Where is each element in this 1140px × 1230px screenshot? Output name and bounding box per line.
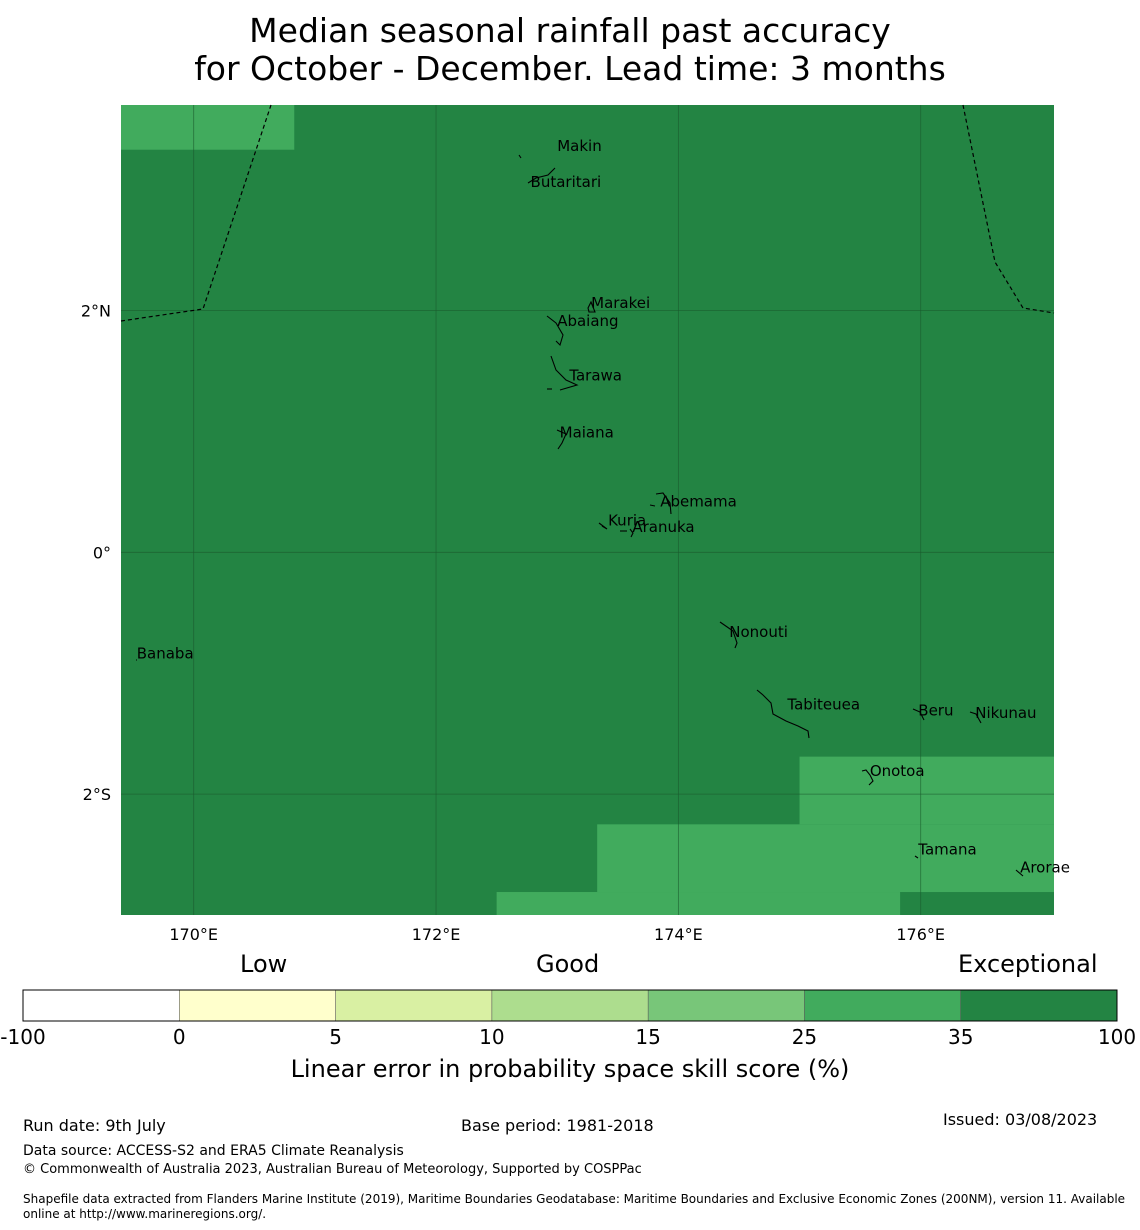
colorbar-category-good: Good [536,950,600,978]
island-label: Abaiang [557,312,618,330]
skill-cell-1 [799,756,1054,825]
lat-tick-label: 2°N [81,302,111,321]
island-coastline [756,689,810,739]
skill-cell-2 [597,824,1054,893]
island-label: Abemama [660,492,737,510]
base-period: Base period: 1981-2018 [461,1116,654,1135]
colorbar-tick-label: 100 [1098,1025,1136,1049]
colorbar-tick-label: 15 [635,1025,660,1049]
skill-cell-3 [496,892,901,915]
island-coastline [587,300,596,313]
island-label: Arorae [1020,859,1070,877]
map-figure: 170°E 172°E 174°E 176°E 2°N 0° 2°S Makin Butarit… [0,104,1136,1049]
island-coastline [598,522,608,530]
colorbar: -100 0 5 10 15 25 35 100 [0,989,1136,1049]
colorbar-tick-label: 5 [329,1025,342,1049]
skill-cell-0 [121,105,295,150]
colorbar-tick-label: 35 [948,1025,973,1049]
chart-title-line-2: for October - December. Lead time: 3 mon… [194,49,946,88]
island-label: Makin [557,137,602,155]
lat-tick-label: 0° [93,543,111,562]
island-coastline [655,492,672,515]
island-coastline [556,429,567,450]
island-label: Kuria [608,512,646,530]
shapefile-credit-line-2: online at http://www.marineregions.org/. [23,1207,267,1221]
island-coastline [527,167,556,184]
lat-tick-label: 2°S [83,785,111,804]
colorbar-tick-label: 25 [792,1025,817,1049]
island-label: Tarawa [568,367,622,385]
colorbar-segment [23,990,180,1021]
copyright: © Commonwealth of Australia 2023, Austra… [23,1162,642,1177]
colorbar-segment [335,990,492,1021]
colorbar-category-exceptional: Exceptional [958,950,1098,978]
lon-tick-label: 170°E [169,925,218,944]
lon-tick-label: 174°E [654,925,703,944]
island-coastline [861,769,874,786]
island-coastline [629,528,634,538]
chart-title-line-1: Median seasonal rainfall past accuracy [249,11,891,50]
colorbar-tick-label: 0 [173,1025,186,1049]
island-label: Nikunau [975,704,1036,722]
island-coastline [912,708,925,721]
island-label: Nonouti [729,623,788,641]
colorbar-segment [960,990,1117,1021]
island-label: Tamana [917,841,976,859]
eez-boundary-east [962,104,1055,314]
island-label: Aranuka [632,518,694,536]
island-coastline [719,621,738,649]
lon-tick-label: 172°E [412,925,461,944]
colorbar-tick-label: 10 [479,1025,504,1049]
colorbar-axis-label: Linear error in probability space skill … [290,1055,850,1083]
eez-boundary-west [120,104,272,322]
data-source: Data source: ACCESS-S2 and ERA5 Climate … [23,1143,404,1159]
colorbar-tick-label: -100 [0,1025,45,1049]
island-label: Beru [918,702,953,720]
skill-map: 170°E 172°E 174°E 176°E 2°N 0° 2°S Makin Butarit… [81,104,1070,944]
island-label: Marakei [591,294,650,312]
colorbar-segment [648,990,805,1021]
island-label: Tabiteuea [786,695,860,713]
lon-tick-label: 176°E [896,925,945,944]
colorbar-outline [22,989,1118,1022]
island-coastline [546,315,564,347]
island-coastline [550,355,579,391]
island-coastline [969,711,982,724]
colorbar-segment [491,990,649,1021]
island-label: Onotoa [870,762,925,780]
run-date: Run date: 9th July [23,1116,166,1135]
island-coastline [649,504,656,507]
colorbar-segment [179,990,336,1021]
island-label: Maiana [560,423,614,441]
island-label: Banaba [137,645,194,663]
issued-date: Issued: 03/08/2023 [943,1110,1098,1129]
colorbar-category-low: Low [240,950,288,978]
colorbar-segment [804,990,961,1021]
island-coastline [914,855,919,859]
island-coastline [518,154,522,159]
island-label: Butaritari [531,173,602,191]
shapefile-credit-line-1: Shapefile data extracted from Flanders M… [23,1192,1126,1206]
island-coastline [1015,869,1024,877]
